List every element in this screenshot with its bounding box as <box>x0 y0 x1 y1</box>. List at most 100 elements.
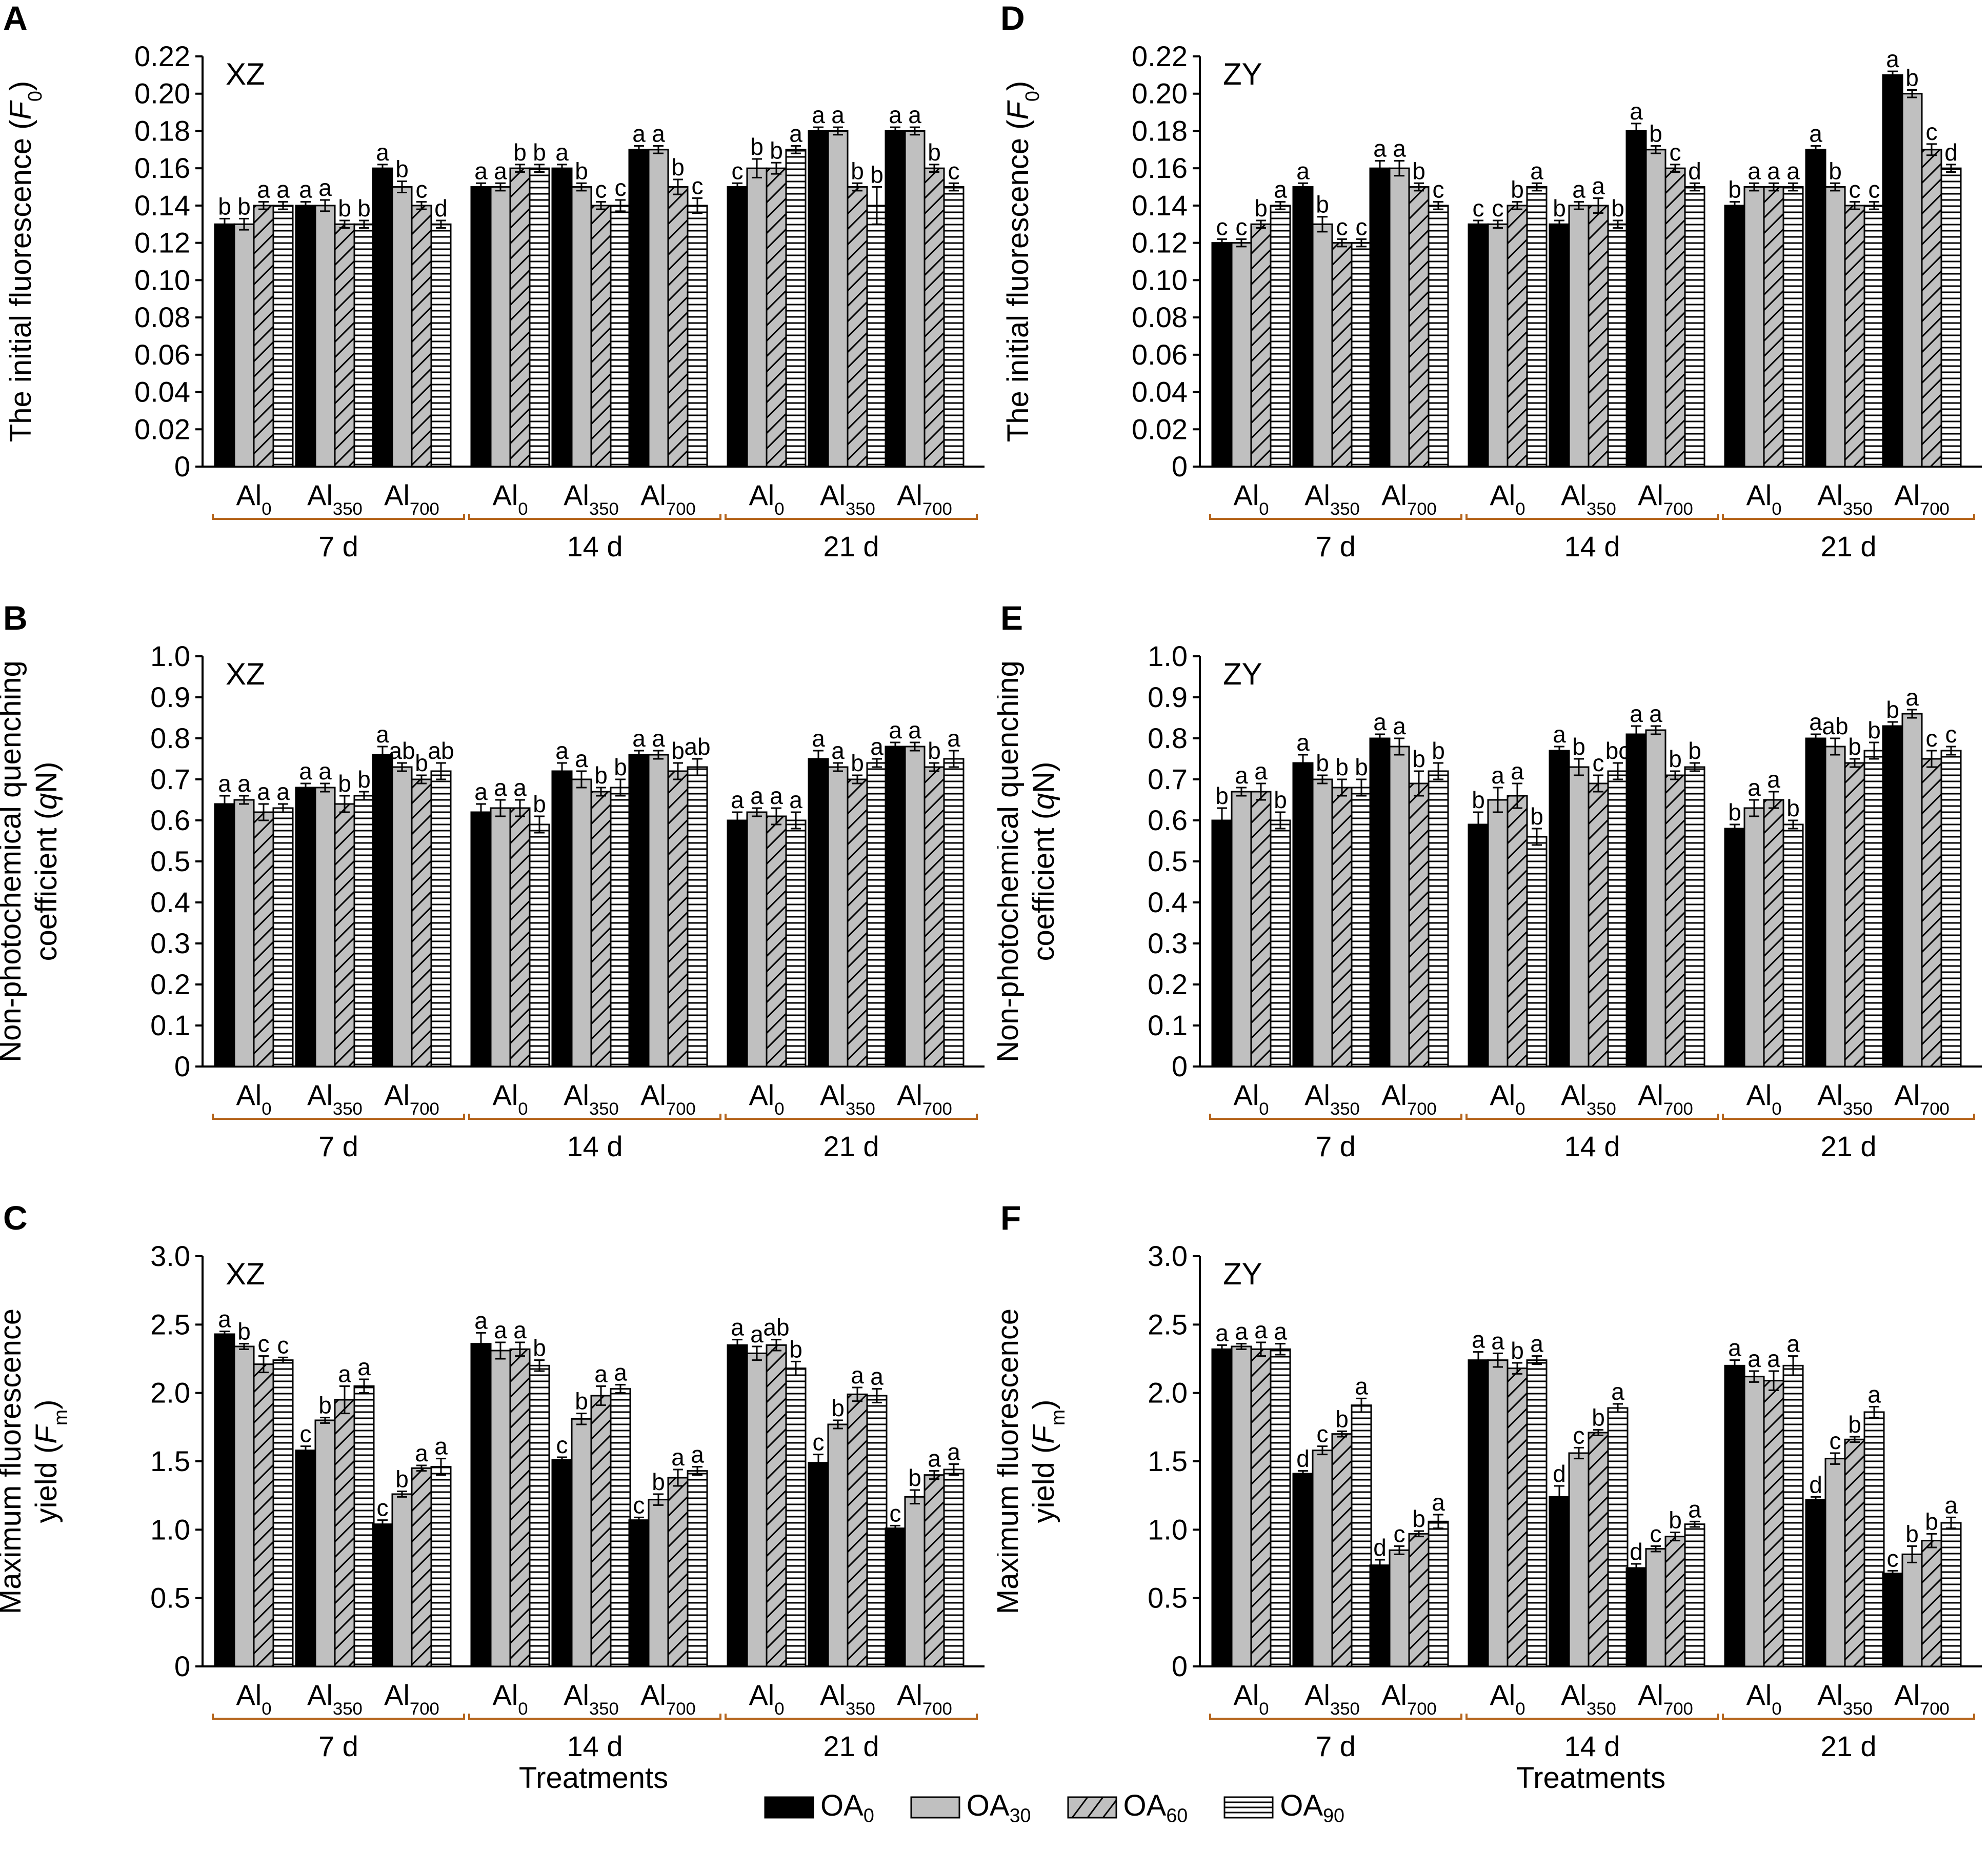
significance-letter: c <box>1394 1520 1405 1547</box>
bar <box>1625 1567 1647 1667</box>
significance-letter: c <box>258 1331 270 1357</box>
significance-letter: a <box>1905 684 1919 711</box>
y-tick-label: 2.0 <box>150 1377 190 1409</box>
significance-letter: b <box>1786 795 1800 821</box>
bar <box>610 1388 631 1667</box>
bar <box>1863 750 1885 1068</box>
significance-letter: ab <box>389 737 415 764</box>
significance-letter: a <box>434 1433 448 1460</box>
bar <box>529 1364 550 1667</box>
panel-letter-A: A <box>3 0 28 37</box>
y-tick-label: 3.0 <box>150 1240 190 1272</box>
significance-letter: a <box>474 1307 488 1334</box>
significance-letter: b <box>652 1468 665 1495</box>
significance-letter: a <box>870 1363 883 1390</box>
significance-letter: c <box>1317 1421 1329 1447</box>
bar <box>943 1468 965 1667</box>
subgroup-label: Al350 <box>307 1679 363 1719</box>
subgroup-label: Al700 <box>897 1679 952 1719</box>
significance-letter: b <box>1432 737 1445 764</box>
bar <box>827 130 849 468</box>
bar <box>353 795 375 1068</box>
bar <box>667 770 689 1068</box>
y-tick-label: 0.2 <box>1148 968 1188 1000</box>
significance-letter: a <box>831 737 845 764</box>
group-label: 14 d <box>1564 1730 1620 1762</box>
bar <box>391 766 413 1068</box>
subgroup-label: Al0 <box>1233 479 1269 519</box>
cultivar-label: XZ <box>226 57 265 91</box>
bar <box>1921 1540 1942 1667</box>
significance-letter: a <box>1472 1326 1485 1353</box>
significance-letter: a <box>237 770 251 797</box>
significance-letter: c <box>300 1421 312 1447</box>
significance-letter: c <box>1945 721 1957 748</box>
y-tick-label: 0.02 <box>134 413 190 445</box>
bar <box>1625 733 1647 1068</box>
bar <box>785 149 807 468</box>
y-tick-label: 0.04 <box>134 376 190 408</box>
significance-letter: a <box>1867 1381 1881 1407</box>
bar <box>1408 782 1430 1068</box>
significance-letter: c <box>1492 195 1504 222</box>
subgroup-label: Al0 <box>749 1079 784 1119</box>
significance-letter: c <box>732 157 744 184</box>
bar <box>628 754 650 1068</box>
significance-letter: c <box>1926 725 1938 752</box>
bar <box>1607 223 1629 468</box>
bar <box>590 791 612 1068</box>
y-axis-title: The initial fluorescence (F0) <box>1001 81 1043 442</box>
subgroup-label: Al0 <box>1233 1079 1269 1119</box>
significance-letter: b <box>1848 733 1861 760</box>
significance-letter: a <box>357 1354 371 1380</box>
y-tick-label: 2.5 <box>1148 1308 1188 1340</box>
y-tick-label: 0.5 <box>1148 1582 1188 1614</box>
significance-letter: a <box>494 1317 507 1343</box>
significance-letter: a <box>1432 1489 1445 1516</box>
bar <box>551 770 573 1068</box>
significance-letter: a <box>1254 1317 1268 1343</box>
y-tick-label: 0.22 <box>134 40 190 72</box>
bar <box>885 746 906 1068</box>
bar <box>1526 186 1548 468</box>
y-tick-label: 0.9 <box>150 681 190 713</box>
y-tick-label: 0.14 <box>134 189 190 222</box>
significance-letter: d <box>1944 139 1958 166</box>
significance-letter: b <box>533 791 546 817</box>
subgroup-label: Al350 <box>564 479 619 519</box>
significance-letter: c <box>1887 1545 1899 1572</box>
significance-letter: b <box>237 1318 251 1345</box>
bar <box>1231 791 1252 1068</box>
y-tick-label: 0.5 <box>1148 845 1188 877</box>
significance-letter: a <box>555 139 569 166</box>
bar <box>253 1363 274 1667</box>
significance-letter: b <box>1688 737 1701 764</box>
panel-letter-B: B <box>3 600 28 637</box>
significance-letter: a <box>812 725 825 752</box>
y-tick-label: 0.4 <box>1148 886 1188 918</box>
significance-letter: a <box>1748 774 1761 801</box>
chart-panel-D: D ZY 0 0.02 0.04 0.06 0.08 0.10 0.12 0.14 0.16 0.18… <box>1000 0 1982 562</box>
significance-letter: b <box>928 737 941 764</box>
significance-letter: a <box>1274 1318 1287 1345</box>
significance-letter: b <box>928 139 941 166</box>
bar <box>1270 1348 1291 1667</box>
y-tick-label: 1.5 <box>1148 1445 1188 1477</box>
significance-letter: ab <box>763 1314 789 1341</box>
group-label: 14 d <box>567 1730 623 1762</box>
bar <box>1782 186 1804 468</box>
significance-letter: a <box>750 1321 764 1347</box>
significance-letter: d <box>1809 1471 1822 1498</box>
y-tick-label: 0.5 <box>150 1582 190 1614</box>
significance-letter: a <box>671 1444 685 1471</box>
bar <box>827 1423 849 1667</box>
subgroup-label: Al350 <box>820 1079 875 1119</box>
bar <box>808 130 829 468</box>
bar <box>1882 725 1903 1068</box>
bar <box>353 223 375 468</box>
significance-letter: a <box>908 102 921 128</box>
bar <box>687 766 708 1068</box>
group-bracket <box>1465 514 1719 520</box>
bar <box>411 778 432 1068</box>
y-tick-label: 0.10 <box>1132 264 1188 296</box>
